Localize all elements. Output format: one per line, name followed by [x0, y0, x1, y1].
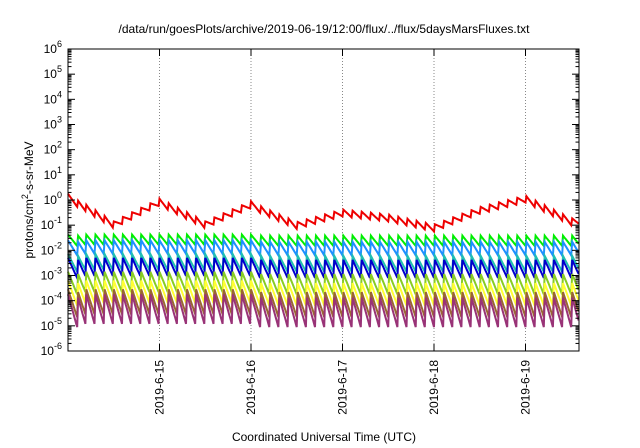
y-tick-label: 104	[44, 89, 62, 106]
series-line-6	[67, 271, 580, 295]
series-line-8	[67, 288, 580, 318]
y-tick-label: 106	[44, 39, 62, 56]
y-tick-label: 102	[44, 140, 62, 157]
y-axis-label: protons/cm2-s-sr-MeV	[20, 141, 36, 258]
x-tick-label: 2019-6-19	[519, 360, 533, 415]
y-axis: 10-6 10-5 10-4 10-3 10-2 10-1 100 101 102 103 104 1…	[41, 39, 579, 358]
series-line-2	[67, 232, 580, 249]
y-tick-label: 100	[44, 190, 62, 207]
y-tick-label: 10-4	[41, 291, 62, 308]
x-tick-label: 2019-6-17	[336, 360, 350, 415]
y-tick-label: 10-2	[41, 240, 62, 257]
series-line-red	[67, 193, 580, 234]
y-tick-label: 101	[44, 165, 62, 182]
y-tick-label: 105	[44, 64, 62, 81]
data-series	[67, 193, 580, 328]
y-tick-label: 10-3	[41, 266, 62, 283]
y-tick-label: 10-1	[41, 215, 62, 232]
x-tick-label: 2019-6-16	[244, 360, 258, 415]
series-line-3	[67, 237, 580, 259]
x-axis: 2019-6-15 2019-6-16 2019-6-17 2019-6-18 2019…	[153, 49, 533, 415]
chart-title: /data/run/goesPlots/archive/2019-06-19/1…	[119, 22, 531, 36]
x-tick-label: 2019-6-15	[153, 360, 167, 415]
y-tick-label: 10-5	[41, 316, 62, 333]
x-axis-label: Coordinated Universal Time (UTC)	[232, 430, 416, 444]
x-tick-label: 2019-6-18	[427, 360, 441, 415]
series-line-7	[67, 280, 580, 307]
y-tick-label: 10-6	[41, 341, 62, 358]
series-line-4	[67, 250, 580, 276]
series-line-5	[67, 257, 580, 282]
series-line-9	[67, 294, 580, 328]
y-tick-label: 103	[44, 115, 62, 132]
